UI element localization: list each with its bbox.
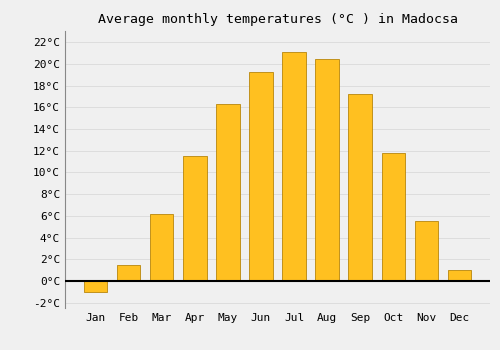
Bar [282, 52, 306, 281]
Bar [150, 214, 174, 281]
Bar [316, 58, 338, 281]
Bar [216, 104, 240, 281]
Bar [348, 94, 372, 281]
Bar [184, 156, 206, 281]
Bar [414, 221, 438, 281]
Bar [448, 270, 470, 281]
Bar [118, 265, 141, 281]
Bar [250, 72, 272, 281]
Title: Average monthly temperatures (°C ) in Madocsa: Average monthly temperatures (°C ) in Ma… [98, 13, 458, 26]
Bar [84, 281, 108, 292]
Bar [382, 153, 404, 281]
